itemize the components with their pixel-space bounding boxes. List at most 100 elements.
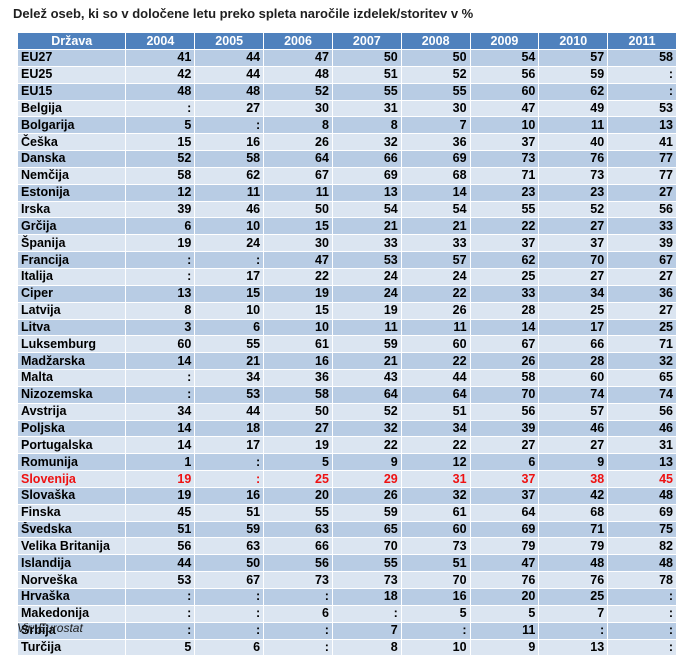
country-name-cell: EU15: [16, 82, 127, 101]
value-cell: 37: [469, 234, 540, 253]
value-cell: 52: [331, 402, 402, 421]
value-cell: 82: [607, 537, 677, 556]
value-cell: 25: [538, 588, 609, 606]
value-cell: 17: [538, 318, 609, 337]
value-cell: 64: [331, 385, 402, 404]
value-cell: 58: [263, 385, 333, 404]
data-table: Država 2004 2005 2006 2007 2008 2009 201…: [16, 32, 677, 656]
value-cell: 68: [400, 166, 471, 185]
value-cell: 8: [125, 301, 196, 320]
value-cell: 73: [263, 571, 333, 589]
value-cell: 36: [263, 369, 333, 387]
value-cell: 9: [331, 453, 402, 472]
value-cell: 52: [538, 200, 609, 219]
value-cell: 33: [400, 234, 471, 253]
header-year: 2008: [400, 32, 471, 50]
table-row: Ciper 13 15 19 24 22 33 34 36: [16, 284, 677, 303]
value-cell: 52: [125, 150, 196, 168]
value-cell: 24: [331, 284, 402, 303]
value-cell: 11: [538, 116, 609, 135]
value-cell: 7: [331, 621, 402, 640]
value-cell: :: [125, 588, 196, 606]
table-row: Makedonija::6:5 5 7:: [16, 604, 677, 623]
country-name-cell: Slovenija: [16, 470, 127, 488]
value-cell: 55: [331, 554, 402, 573]
value-cell: 6: [194, 638, 265, 656]
value-cell: 54: [469, 49, 540, 67]
value-cell: :: [607, 621, 677, 640]
value-cell: 19: [331, 301, 402, 320]
value-cell: :: [125, 267, 196, 286]
value-cell: 8: [331, 116, 402, 135]
table-row: EU27 41 44 47 50 50 54 57 58: [16, 49, 677, 67]
value-cell: 46: [194, 200, 265, 219]
value-cell: 33: [607, 217, 677, 236]
value-cell: 25: [469, 267, 540, 286]
country-name-cell: Bolgarija: [16, 116, 127, 135]
value-cell: 71: [538, 520, 609, 539]
country-name-cell: Latvija: [16, 301, 127, 320]
value-cell: 56: [607, 402, 677, 421]
value-cell: 42: [125, 65, 196, 84]
value-cell: 7: [538, 604, 609, 623]
country-name-cell: Srbija: [16, 621, 127, 640]
value-cell: 14: [469, 318, 540, 337]
table-row: EU15 48 48 52 55 55 60 62:: [16, 82, 677, 101]
table-row: Slovaška 19 16 20 26 32 37 42 48: [16, 486, 677, 505]
value-cell: 33: [331, 234, 402, 253]
value-cell: 62: [538, 82, 609, 101]
value-cell: 51: [331, 65, 402, 84]
value-cell: 23: [538, 183, 609, 202]
table-row: Srbija:::7:11::: [16, 621, 677, 640]
value-cell: 57: [400, 251, 471, 269]
table-row: Romunija 1:5 9 12 6 9 13: [16, 453, 677, 472]
value-cell: 64: [469, 503, 540, 522]
value-cell: 32: [331, 133, 402, 152]
value-cell: 48: [607, 486, 677, 505]
value-cell: 74: [538, 385, 609, 404]
value-cell: 32: [400, 486, 471, 505]
value-cell: 40: [538, 133, 609, 152]
table-row: Norveška 53 67 73 73 70 76 76 78: [16, 571, 677, 589]
value-cell: 16: [400, 588, 471, 606]
value-cell: 26: [469, 352, 540, 371]
value-cell: 18: [194, 419, 265, 438]
value-cell: 12: [125, 183, 196, 202]
value-cell: 41: [607, 133, 677, 152]
value-cell: 69: [469, 520, 540, 539]
value-cell: 65: [607, 369, 677, 387]
value-cell: 14: [400, 183, 471, 202]
value-cell: 44: [400, 369, 471, 387]
value-cell: 50: [194, 554, 265, 573]
value-cell: 28: [538, 352, 609, 371]
value-cell: 31: [331, 99, 402, 118]
value-cell: :: [194, 116, 265, 135]
value-cell: 70: [538, 251, 609, 269]
value-cell: 11: [469, 621, 540, 640]
value-cell: 27: [538, 267, 609, 286]
value-cell: 56: [469, 402, 540, 421]
value-cell: 44: [194, 49, 265, 67]
table-row: Turčija 5 6:8 10 9 13:: [16, 638, 677, 656]
country-name-cell: Češka: [16, 133, 127, 152]
table-row: Češka 15 16 26 32 36 37 40 41: [16, 133, 677, 152]
value-cell: 13: [125, 284, 196, 303]
value-cell: 63: [263, 520, 333, 539]
header-year: 2010: [538, 32, 609, 50]
value-cell: 64: [400, 385, 471, 404]
value-cell: 59: [538, 65, 609, 84]
value-cell: 54: [331, 200, 402, 219]
value-cell: 70: [400, 571, 471, 589]
value-cell: :: [607, 588, 677, 606]
value-cell: 46: [607, 419, 677, 438]
value-cell: 76: [538, 150, 609, 168]
value-cell: 51: [194, 503, 265, 522]
value-cell: 11: [194, 183, 265, 202]
value-cell: 33: [469, 284, 540, 303]
value-cell: 60: [538, 369, 609, 387]
value-cell: 12: [400, 453, 471, 472]
value-cell: 44: [194, 402, 265, 421]
value-cell: 11: [263, 183, 333, 202]
value-cell: 53: [607, 99, 677, 118]
value-cell: 10: [400, 638, 471, 656]
